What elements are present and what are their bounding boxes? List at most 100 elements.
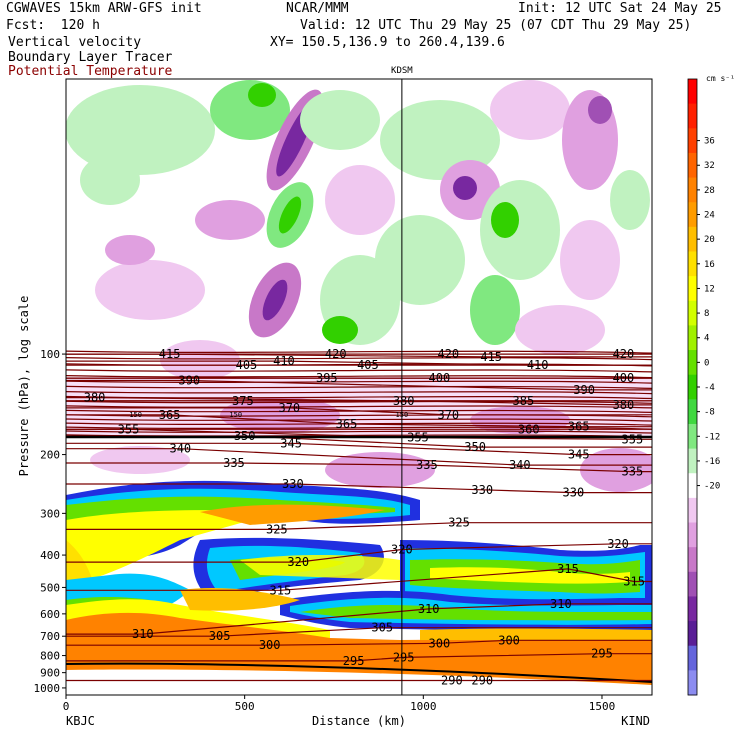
x-axis: 0 500 1000 1500	[63, 695, 616, 713]
isentrope-filler	[66, 395, 652, 400]
kdsm-label: KDSM	[391, 66, 413, 76]
colorbar-tick-label: -4	[704, 383, 715, 393]
colorbar: 36 32 28 24 20 16 12 8 4 0 -4 -8 -12 -16 -20	[687, 78, 720, 696]
theta-label: 365	[568, 420, 590, 434]
colorbar-swatch	[688, 177, 697, 203]
plot-frame	[65, 78, 653, 696]
colorbar-swatch	[688, 374, 697, 400]
x-tick-label: 1000	[410, 700, 437, 713]
isentrope-330	[66, 483, 652, 494]
y-tick-label: 800	[40, 650, 60, 663]
theta-label: 340	[509, 458, 531, 472]
theta-label: 355	[118, 422, 140, 436]
colorbar-unit: cm s⁻¹	[706, 74, 735, 83]
header-init: Init: 12 UTC Sat 24 May 25	[518, 1, 722, 16]
isentrope-filler	[66, 422, 652, 426]
colorbar-tick-label: 36	[704, 137, 715, 147]
colorbar-tick-label: -8	[704, 408, 715, 418]
colorbar-swatch	[688, 350, 697, 376]
colorbar-swatch	[688, 152, 697, 179]
theta-label: 320	[287, 555, 309, 569]
theta-label: 325	[448, 516, 470, 530]
colorbar-swatch	[688, 300, 697, 326]
theta-label: 290	[441, 673, 463, 687]
isentrope-filler	[66, 414, 652, 418]
colorbar-swatch	[688, 621, 697, 647]
colorbar-swatch	[688, 79, 697, 105]
colorbar-swatch	[688, 276, 697, 302]
y-tick-label: 200	[40, 449, 60, 462]
theta-label: 300	[498, 633, 520, 647]
colorbar-swatch	[688, 645, 697, 671]
header-xy: XY= 150.5,136.9 to 260.4,139.6	[270, 35, 505, 50]
theta-label: 385	[513, 394, 535, 408]
colorbar-swatch	[688, 202, 697, 228]
colorbar-swatch	[688, 670, 697, 696]
theta-label: 355	[622, 432, 644, 446]
theta-label: 390	[178, 374, 200, 388]
tropopause-label: 150	[229, 411, 242, 419]
header-model: CGWAVES 15km ARW-GFS init	[6, 1, 202, 16]
theta-label: 305	[209, 629, 231, 643]
vertical-velocity-blobs	[66, 80, 650, 380]
y-axis: 100 200 300 400 500 600 700 800 900 1000	[34, 348, 66, 695]
theta-label: 365	[159, 408, 181, 422]
isentrope-filler	[66, 350, 652, 354]
colorbar-tick-label: 8	[704, 309, 709, 319]
header-field-boundary-layer: Boundary Layer Tracer	[8, 50, 173, 65]
isentrope-310	[66, 603, 652, 635]
colorbar-swatch	[688, 399, 697, 425]
isentrope-345	[66, 442, 652, 456]
theta-label: 320	[391, 543, 413, 557]
isentrope-filler	[66, 380, 652, 384]
colorbar-tick-label: 12	[704, 284, 715, 294]
theta-label: 405	[357, 358, 379, 372]
theta-label: 415	[159, 347, 181, 361]
colorbar-tick-label: 28	[704, 186, 715, 196]
theta-label: 290	[471, 673, 493, 687]
theta-label: 370	[278, 401, 300, 415]
right-endpoint-label: KIND	[621, 714, 650, 728]
theta-label: 295	[393, 650, 415, 664]
theta-label: 415	[480, 350, 502, 364]
theta-label: 335	[223, 456, 245, 470]
isentrope-390	[66, 379, 652, 391]
theta-label: 295	[591, 647, 613, 661]
theta-label: 350	[234, 429, 256, 443]
theta-label: 330	[471, 483, 493, 497]
theta-label: 410	[273, 354, 295, 368]
colorbar-tick-label: 16	[704, 260, 715, 270]
theta-label: 300	[429, 636, 451, 650]
isentrope-300	[66, 639, 652, 646]
theta-label: 390	[573, 383, 595, 397]
theta-label: 405	[236, 358, 258, 372]
header-valid: Valid: 12 UTC Thu 29 May 25 (07 CDT Thu …	[300, 18, 692, 33]
y-tick-label: 700	[40, 630, 60, 643]
boundary-layer-tracer	[66, 480, 652, 695]
y-tick-label: 900	[40, 667, 60, 680]
tropopause-label: 150	[129, 411, 142, 419]
theta-label: 335	[622, 465, 644, 479]
theta-label: 315	[623, 575, 645, 589]
colorbar-swatch	[688, 251, 697, 277]
theta-label: 420	[325, 347, 347, 361]
theta-label: 375	[232, 394, 254, 408]
theta-label: 345	[280, 436, 302, 450]
theta-labels: 415 420 420 415 420 405 410 405 410 390 395 400 390 4…	[84, 347, 645, 687]
isentrope-325	[66, 522, 652, 530]
theta-label: 365	[336, 417, 358, 431]
theta-label: 410	[527, 358, 549, 372]
theta-label: 330	[563, 486, 585, 500]
x-axis-label: Distance (km)	[312, 714, 406, 728]
isentrope-315	[66, 568, 652, 591]
x-tick-label: 1500	[589, 700, 616, 713]
colorbar-swatch	[688, 226, 697, 252]
theta-label: 310	[418, 602, 440, 616]
isentrope-filler	[66, 363, 652, 367]
colorbar-tick-label: 24	[704, 211, 715, 221]
theta-label: 300	[259, 638, 281, 652]
theta-label: 325	[266, 522, 288, 536]
y-tick-label: 100	[40, 348, 60, 361]
colorbar-swatch	[688, 103, 697, 129]
